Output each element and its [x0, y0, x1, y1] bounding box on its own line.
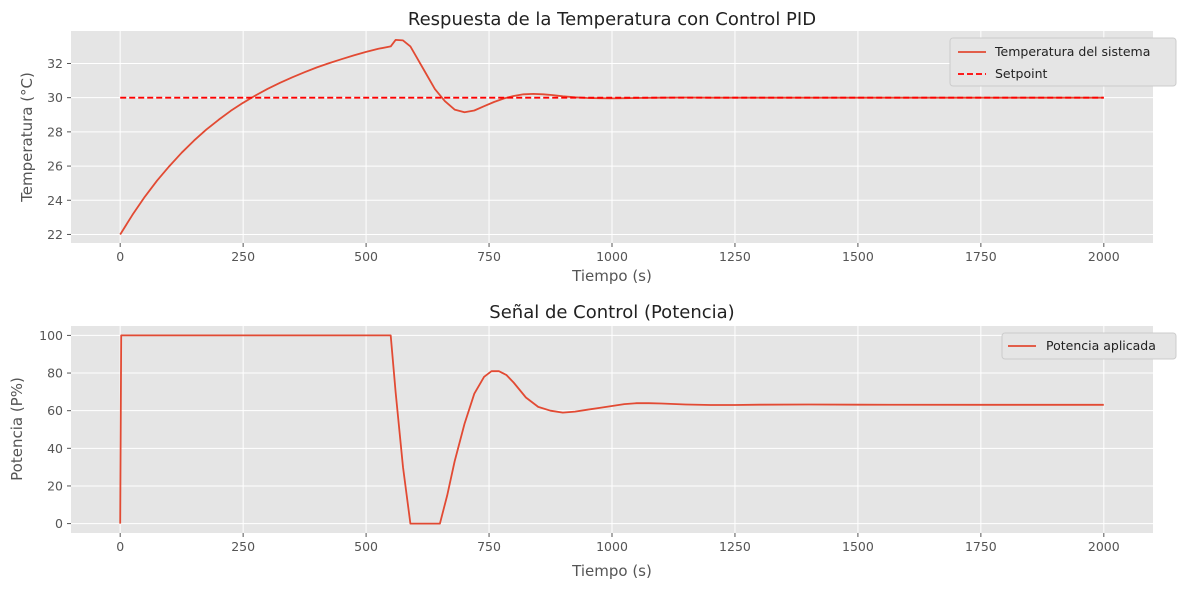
power-x-tick-label: 500: [354, 539, 378, 554]
temperature-x-tick-label: 1750: [965, 249, 997, 264]
power-series: [119, 334, 1104, 525]
temperature-x-tick-label: 2000: [1088, 249, 1120, 264]
temperature-ticks: 0 250 500 750 1000 1250 1500 1750 2000 22 24 26 28 30…: [47, 56, 1120, 264]
power-x-tick-label: 750: [477, 539, 501, 554]
temperature-x-tick-label: 0: [116, 249, 124, 264]
power-y-tick-label: 80: [47, 366, 63, 381]
temperature-x-tick-label: 750: [477, 249, 501, 264]
power-y-tick-label: 20: [47, 478, 63, 493]
power-chart-title: Señal de Control (Potencia): [489, 302, 734, 323]
temperature-chart: 0 250 500 750 1000 1250 1500 1750 2000 22 24 26 28 30…: [18, 9, 1177, 285]
temperature-legend-box: [949, 37, 1177, 87]
temperature-x-tick-label: 1000: [596, 249, 628, 264]
legend-label-temperatura: Temperatura del sistema: [994, 44, 1150, 59]
power-y-tick-label: 60: [47, 403, 63, 418]
temperature-x-tick-label: 1500: [842, 249, 874, 264]
temperature-y-tick-label: 30: [47, 90, 63, 105]
power-x-tick-label: 2000: [1088, 539, 1120, 554]
power-y-tick-label: 40: [47, 441, 63, 456]
power-legend-box: [1001, 332, 1177, 360]
power-x-tick-label: 0: [116, 539, 124, 554]
legend-label-setpoint: Setpoint: [995, 66, 1048, 81]
power-x-tick-label: 250: [231, 539, 255, 554]
temperature-x-tick-label: 500: [354, 249, 378, 264]
power-y-tick-label: 0: [55, 516, 63, 531]
power-x-tick-label: 1750: [965, 539, 997, 554]
temperature-x-axis-label: Tiempo (s): [571, 267, 652, 285]
temperature-y-axis-label: Temperatura (°C): [18, 72, 36, 203]
power-x-tick-label: 1000: [596, 539, 628, 554]
power-x-tick-label: 1250: [719, 539, 751, 554]
temperature-y-tick-label: 32: [47, 56, 63, 71]
temperature-series: [119, 39, 1104, 235]
temperature-y-tick-label: 26: [47, 159, 63, 174]
power-x-axis-label: Tiempo (s): [571, 562, 652, 580]
temperature-legend: Temperatura del sistema Setpoint: [949, 37, 1177, 87]
temperature-x-tick-label: 1250: [719, 249, 751, 264]
power-ticks: 0 250 500 750 1000 1250 1500 1750 2000 0 20 40 60 80 1…: [39, 328, 1120, 554]
temperature-y-tick-label: 28: [47, 124, 63, 139]
power-x-tick-label: 1500: [842, 539, 874, 554]
power-legend: Potencia aplicada: [1001, 332, 1177, 360]
legend-label-potencia: Potencia aplicada: [1046, 338, 1156, 353]
power-y-axis-label: Potencia (P%): [8, 377, 26, 481]
temperature-x-tick-label: 250: [231, 249, 255, 264]
power-series-potencia-aplicada: [119, 334, 1104, 525]
temperature-y-tick-label: 24: [47, 193, 63, 208]
power-y-tick-label: 100: [39, 328, 63, 343]
power-chart: 0 250 500 750 1000 1250 1500 1750 2000 0 20 40 60 80 1…: [8, 302, 1177, 580]
temperature-chart-title: Respuesta de la Temperatura con Control …: [408, 9, 816, 30]
temperature-y-tick-label: 22: [47, 227, 63, 242]
